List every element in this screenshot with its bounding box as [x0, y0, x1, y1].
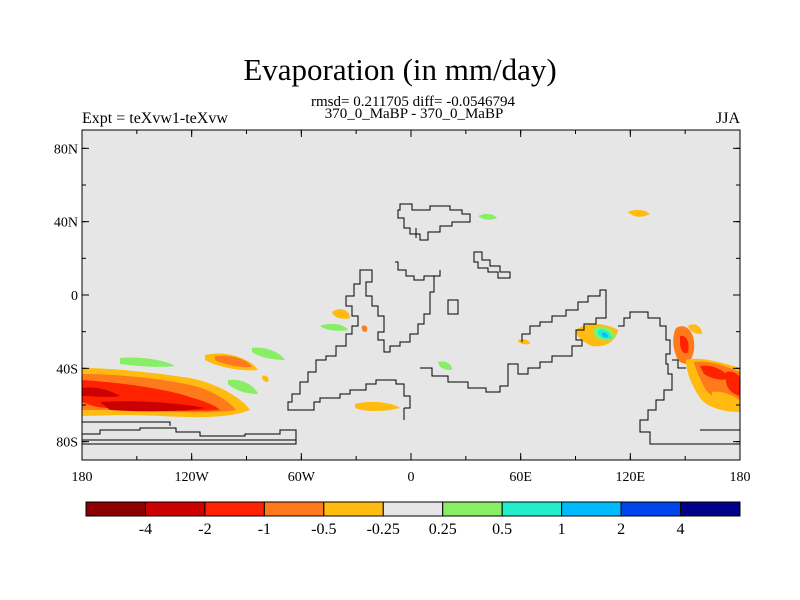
colorbar-swatch: [382, 501, 444, 517]
colorbar-label: -2: [198, 521, 211, 538]
lon-tick-label: 120W: [175, 470, 210, 485]
colorbar-label: 1: [558, 521, 566, 538]
colorbar-label: -4: [139, 521, 152, 538]
lon-tick-label: 180: [72, 470, 93, 485]
lat-tick-label: 40N: [54, 216, 78, 231]
colorbar-label: -1: [258, 521, 271, 538]
coastlines: [82, 203, 740, 445]
colorbar-swatch: [442, 501, 503, 517]
colorbar-swatch: [501, 501, 563, 517]
colorbar-label: 0.5: [492, 521, 512, 538]
colorbar-label: -0.5: [311, 521, 336, 538]
colorbar-label: -0.25: [367, 521, 400, 538]
lat-tick-label: 80S: [56, 436, 78, 451]
colorbar-label: 2: [617, 521, 625, 538]
stats-text: rmsd= 0.211705 diff= -0.0546794: [311, 94, 515, 110]
colorbar-label: 0.25: [429, 521, 457, 538]
lon-tick-label: 60W: [288, 470, 316, 485]
plot-subtitle: 370_0_MaBP - 370_0_MaBP: [324, 106, 504, 122]
colorbar-swatch: [85, 501, 146, 517]
lat-tick-label: 80N: [54, 142, 78, 157]
colorbar-swatch: [204, 501, 265, 517]
axis-ticks: 180 120W 60W 0 60E 120E 180 80N 40N 0 40S 80S: [54, 130, 751, 485]
colorbar-swatch: [561, 501, 622, 517]
colorbar-swatch: [144, 501, 206, 517]
experiment-label: Expt = teXvw1-teXvw: [82, 110, 228, 127]
lat-tick-label: 0: [71, 289, 78, 304]
lon-tick-label: 180: [730, 470, 751, 485]
colorbar-swatch: [620, 501, 682, 517]
anomaly-contours: [82, 209, 740, 418]
lat-tick-label: 40S: [56, 362, 78, 377]
plot-title: Evaporation (in mm/day): [243, 52, 557, 87]
lon-tick-label: 60E: [509, 470, 532, 485]
colorbar: -4 -2 -1 -0.5 -0.25 0.25 0.5 1 2 4: [85, 501, 741, 538]
lon-tick-label: 120E: [616, 470, 646, 485]
lon-tick-label: 0: [408, 470, 415, 485]
colorbar-label: 4: [677, 521, 685, 538]
colorbar-swatch: [680, 501, 741, 517]
colorbar-swatch: [323, 501, 384, 517]
season-label: JJA: [715, 110, 740, 127]
colorbar-swatch: [263, 501, 325, 517]
